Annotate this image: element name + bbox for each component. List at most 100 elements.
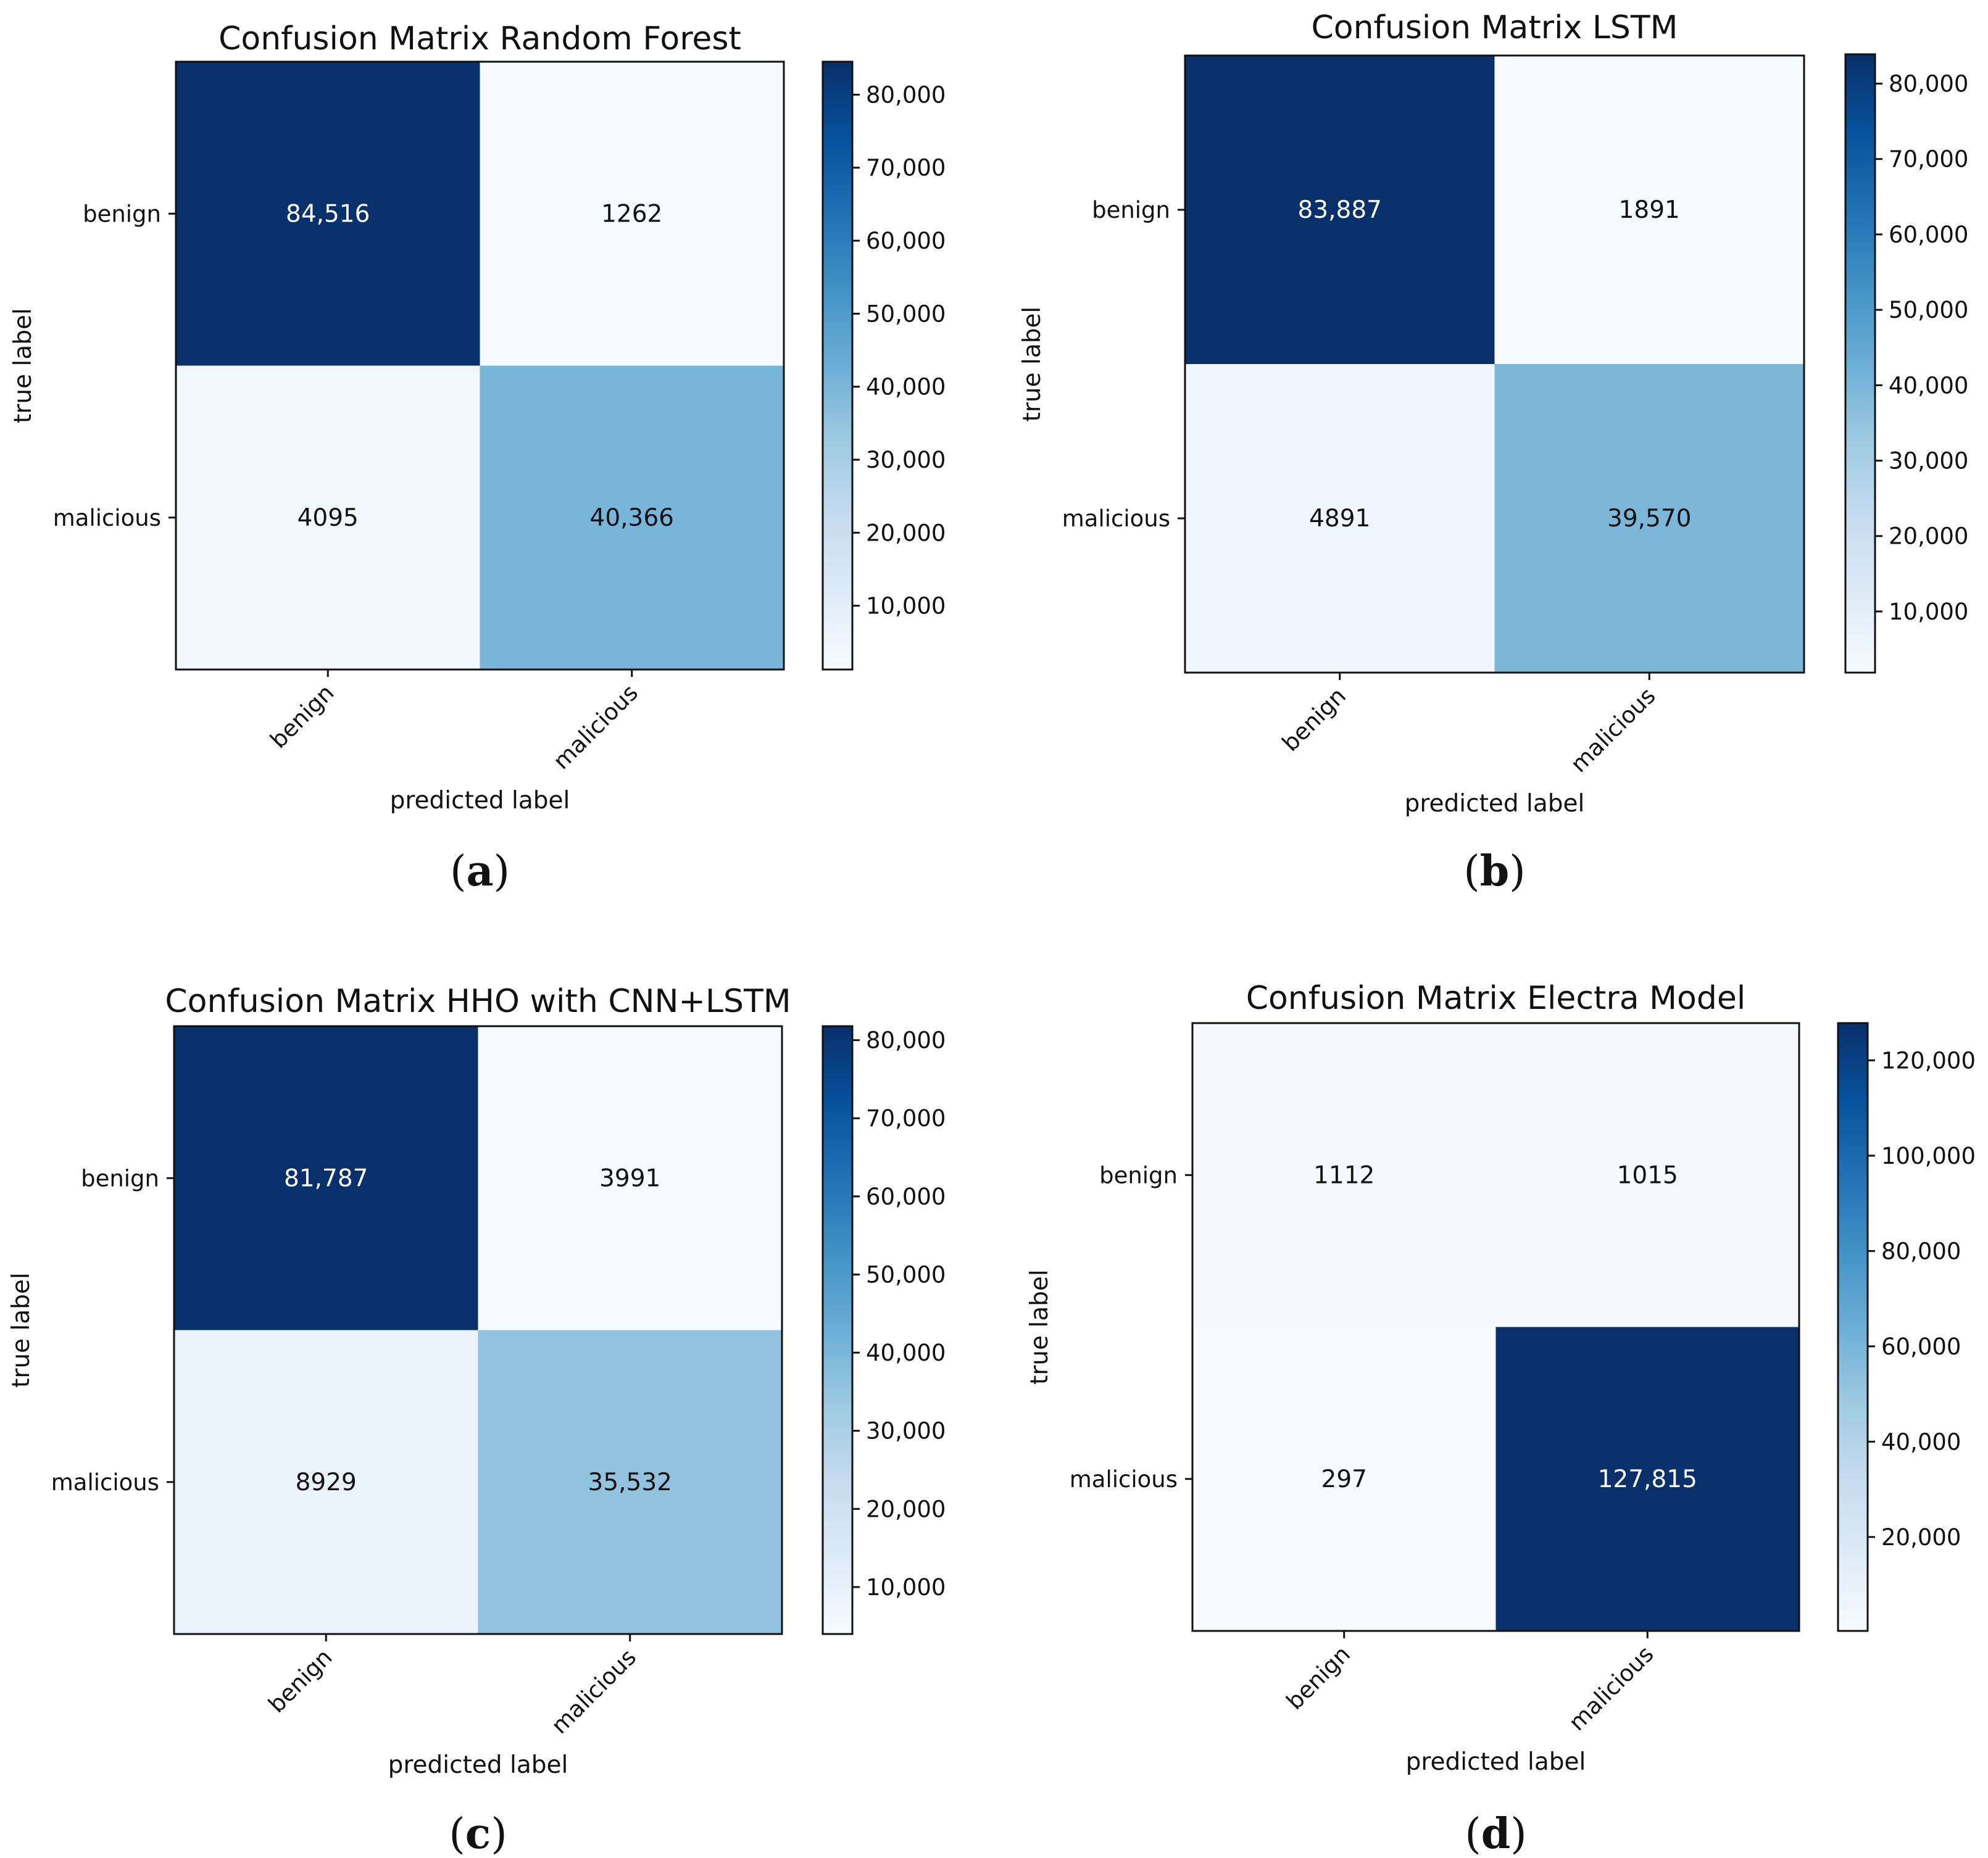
matrix-frame <box>1184 54 1805 674</box>
colorbar <box>1837 1022 1869 1632</box>
cell-value-label: 8929 <box>296 1469 357 1496</box>
y-axis-label: true label <box>1026 1269 1054 1385</box>
matrix-cell <box>1185 56 1495 364</box>
colorbar-tick-label: 10,000 <box>866 1574 946 1601</box>
x-tick-label: benign <box>1277 682 1351 757</box>
matrix-cell <box>1495 1327 1799 1631</box>
y-axis-label: true label <box>9 308 37 423</box>
x-tick-label: malicious <box>1565 682 1660 778</box>
colorbar <box>821 1025 854 1635</box>
chart-title: Confusion Matrix Electra Model <box>1246 980 1746 1017</box>
cell-value-label: 40,366 <box>590 504 674 532</box>
colorbar-tick-label: 80,000 <box>866 1027 946 1054</box>
cell-value-label: 84,516 <box>286 200 370 228</box>
colorbar <box>1844 53 1876 674</box>
x-axis-label: predicted label <box>1405 790 1585 818</box>
colorbar-tick-label: 80,000 <box>1889 70 1968 97</box>
chart-title: Confusion Matrix HHO with CNN+LSTM <box>165 983 791 1020</box>
y-tick-label: benign <box>1099 1162 1178 1188</box>
colorbar-tick-label: 30,000 <box>866 1418 946 1445</box>
matrix-cell <box>1495 1023 1799 1327</box>
colorbar-tick-label: 70,000 <box>866 155 946 181</box>
matrix-cell <box>1185 364 1495 673</box>
colorbar-tick-label: 60,000 <box>1889 222 1968 248</box>
cell-value-label: 1015 <box>1617 1161 1678 1189</box>
panel-caption: (b) <box>1463 847 1526 896</box>
chart-title: Confusion Matrix LSTM <box>1311 9 1678 46</box>
panel-caption: (d) <box>1465 1809 1527 1858</box>
matrix-cell <box>478 1330 782 1634</box>
cell-value-label: 1891 <box>1619 196 1680 224</box>
matrix-cell <box>480 62 784 366</box>
cell-value-label: 39,570 <box>1607 505 1691 533</box>
confusion-matrix-panel-a: Confusion Matrix Random Forest 84,516 1262… <box>9 20 946 896</box>
matrix-cell <box>1494 56 1804 364</box>
cell-value-label: 35,532 <box>588 1469 672 1496</box>
matrix-cell <box>480 365 784 670</box>
colorbar-tick-label: 30,000 <box>866 447 946 473</box>
y-tick-label: benign <box>83 201 161 227</box>
x-tick-label: malicious <box>1563 1641 1658 1736</box>
colorbar-tick-label: 120,000 <box>1881 1047 1976 1074</box>
colorbar-tick-label: 20,000 <box>1881 1524 1961 1551</box>
matrix-cell <box>174 1330 478 1634</box>
colorbar-tick-label: 40,000 <box>866 374 946 400</box>
confusion-matrix-panel-d: Confusion Matrix Electra Model 1112 1015 29… <box>1026 980 1976 1858</box>
y-tick-label: malicious <box>1070 1466 1178 1493</box>
matrix-cell <box>176 62 480 366</box>
y-axis-label: true label <box>1018 307 1046 422</box>
colorbar-tick-label: 40,000 <box>866 1340 946 1366</box>
panel-caption-letter: a <box>466 847 493 896</box>
matrix-cell <box>1192 1023 1496 1327</box>
colorbar-tick-label: 40,000 <box>1889 372 1968 399</box>
chart-title: Confusion Matrix Random Forest <box>218 20 741 57</box>
cell-value-label: 127,815 <box>1598 1466 1697 1493</box>
matrix-cell <box>478 1026 782 1330</box>
colorbar-tick-label: 10,000 <box>866 593 946 620</box>
colorbar-tick-label: 20,000 <box>1889 523 1968 550</box>
cell-value-label: 4095 <box>297 504 359 532</box>
panel-caption: (a) <box>450 847 510 896</box>
x-axis-label: predicted label <box>1406 1748 1586 1776</box>
colorbar-tick-label: 10,000 <box>1889 599 1968 625</box>
matrix-cell <box>1192 1327 1496 1631</box>
colorbar-tick-label: 70,000 <box>1889 146 1968 173</box>
x-tick-label: benign <box>1281 1641 1355 1715</box>
panel-caption-letter: b <box>1480 847 1510 896</box>
y-axis-label: true label <box>7 1272 35 1388</box>
panel-caption-letter: c <box>465 1809 491 1858</box>
x-axis-label: predicted label <box>388 1751 568 1779</box>
colorbar-tick-label: 60,000 <box>866 1184 946 1210</box>
y-tick-label: malicious <box>1062 505 1170 532</box>
colorbar <box>821 60 854 671</box>
y-tick-label: benign <box>81 1165 159 1192</box>
matrix-cell <box>1494 364 1804 673</box>
x-tick-label: malicious <box>546 1644 641 1739</box>
confusion-matrix-panel-b: Confusion Matrix LSTM 83,887 1891 4891 39,57… <box>1018 9 1968 896</box>
confusion-matrix-panel-c: Confusion Matrix HHO with CNN+LSTM 81,787… <box>7 983 946 1858</box>
x-tick-label: benign <box>263 1644 337 1718</box>
cell-value-label: 4891 <box>1309 505 1370 533</box>
y-tick-label: malicious <box>53 505 161 531</box>
colorbar-tick-label: 20,000 <box>866 1496 946 1522</box>
cell-value-label: 297 <box>1321 1466 1367 1493</box>
y-tick-label: malicious <box>51 1469 159 1496</box>
colorbar-tick-label: 20,000 <box>866 520 946 546</box>
y-tick-label: benign <box>1092 197 1170 223</box>
cell-value-label: 1262 <box>601 200 662 228</box>
colorbar-tick-label: 100,000 <box>1881 1143 1976 1169</box>
matrix-cell <box>174 1026 478 1330</box>
x-axis-label: predicted label <box>390 787 570 815</box>
panel-caption: (c) <box>449 1809 507 1858</box>
colorbar-tick-label: 60,000 <box>1881 1333 1961 1360</box>
matrix-cell <box>176 365 480 670</box>
colorbar-tick-label: 70,000 <box>866 1105 946 1132</box>
cell-value-label: 1112 <box>1313 1161 1375 1189</box>
colorbar-tick-label: 50,000 <box>1889 297 1968 323</box>
matrix-frame <box>1191 1022 1800 1632</box>
matrix-frame <box>175 60 785 671</box>
colorbar-tick-label: 30,000 <box>1889 448 1968 475</box>
cell-value-label: 81,787 <box>284 1164 368 1192</box>
x-tick-label: malicious <box>548 679 643 774</box>
